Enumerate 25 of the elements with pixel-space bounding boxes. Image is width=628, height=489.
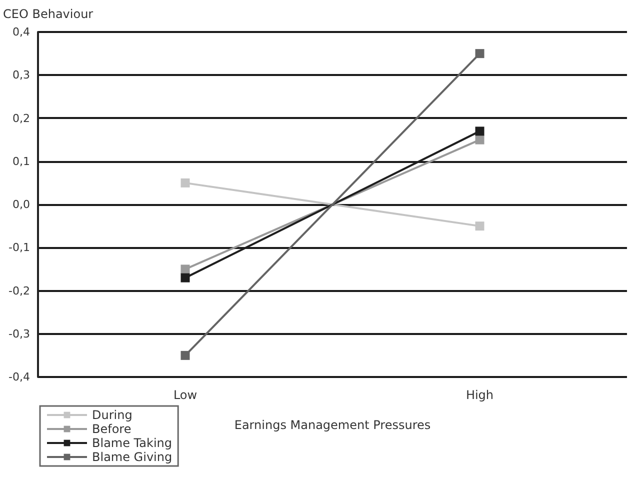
- x-axis-title: Earnings Management Pressures: [234, 418, 431, 432]
- legend-label: Blame Taking: [92, 436, 172, 450]
- y-tick-label: -0,3: [8, 327, 30, 340]
- point: [180, 273, 190, 282]
- point: [475, 126, 484, 136]
- y-tick-label: -0,1: [8, 241, 30, 254]
- x-tick-label: High: [466, 388, 494, 402]
- y-tick-label: -0,2: [8, 284, 30, 298]
- legend-label: During: [92, 408, 132, 422]
- legend-label: Before: [92, 422, 132, 436]
- y-tick-label: 0,1: [12, 154, 30, 168]
- point: [475, 49, 484, 58]
- y-tick-label: -0,4: [8, 370, 30, 384]
- y-tick-label: 0,2: [12, 112, 30, 125]
- x-tick-label: Low: [173, 388, 198, 402]
- point: [180, 178, 190, 188]
- y-axis-title: CEO Behaviour: [3, 7, 94, 21]
- y-tick-label: 0,3: [12, 68, 30, 82]
- y-tick-label: 0,4: [12, 26, 30, 38]
- point: [475, 222, 484, 231]
- point: [475, 135, 484, 144]
- point: [180, 350, 190, 360]
- legend-label: Blame Giving: [92, 450, 172, 464]
- y-tick-label: 0,0: [12, 198, 30, 211]
- point: [180, 264, 190, 274]
